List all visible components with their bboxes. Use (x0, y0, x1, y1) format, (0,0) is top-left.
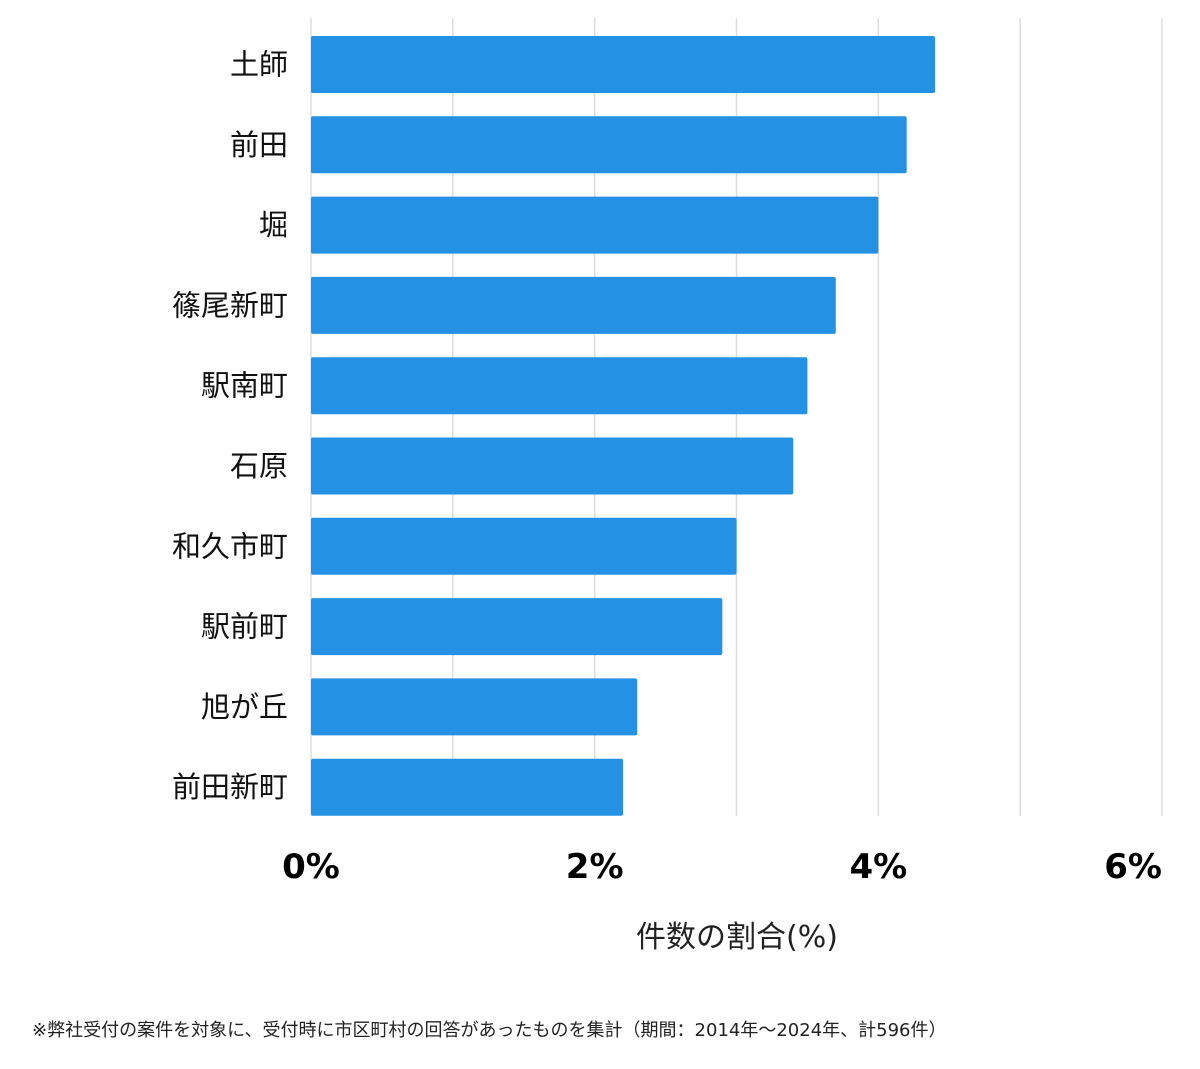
bar (311, 437, 794, 495)
category-label: 土師 (230, 48, 288, 82)
category-label: 和久市町 (172, 529, 288, 563)
bar (311, 758, 624, 816)
x-tick-label: 4% (849, 847, 907, 887)
bar (311, 196, 879, 254)
bar (311, 276, 836, 334)
category-label: 石原 (230, 449, 288, 483)
category-label: 堀 (259, 208, 288, 242)
category-label: 駅前町 (201, 610, 288, 644)
bar (311, 36, 936, 93)
category-label: 前田新町 (172, 770, 288, 804)
category-label: 前田 (230, 128, 288, 162)
x-tick-label: 2% (566, 847, 624, 887)
bar (311, 598, 723, 656)
x-axis-title: 件数の割合(%) (636, 920, 838, 955)
footnote: ※弊社受付の案件を対象に、受付時に市区町村の回答があったものを集計（期間：201… (32, 1020, 947, 1041)
category-label: 篠尾新町 (172, 288, 288, 322)
bar (311, 357, 808, 415)
category-label: 駅南町 (201, 369, 288, 403)
category-label: 旭が丘 (201, 690, 288, 724)
x-tick-labels: 0% 2% 4% 6% (282, 847, 1162, 887)
x-tick-label: 6% (1104, 847, 1162, 887)
bar (311, 678, 638, 736)
bar (311, 116, 907, 174)
x-tick-label: 0% (282, 847, 340, 887)
bars (311, 36, 936, 816)
bar (311, 517, 737, 575)
